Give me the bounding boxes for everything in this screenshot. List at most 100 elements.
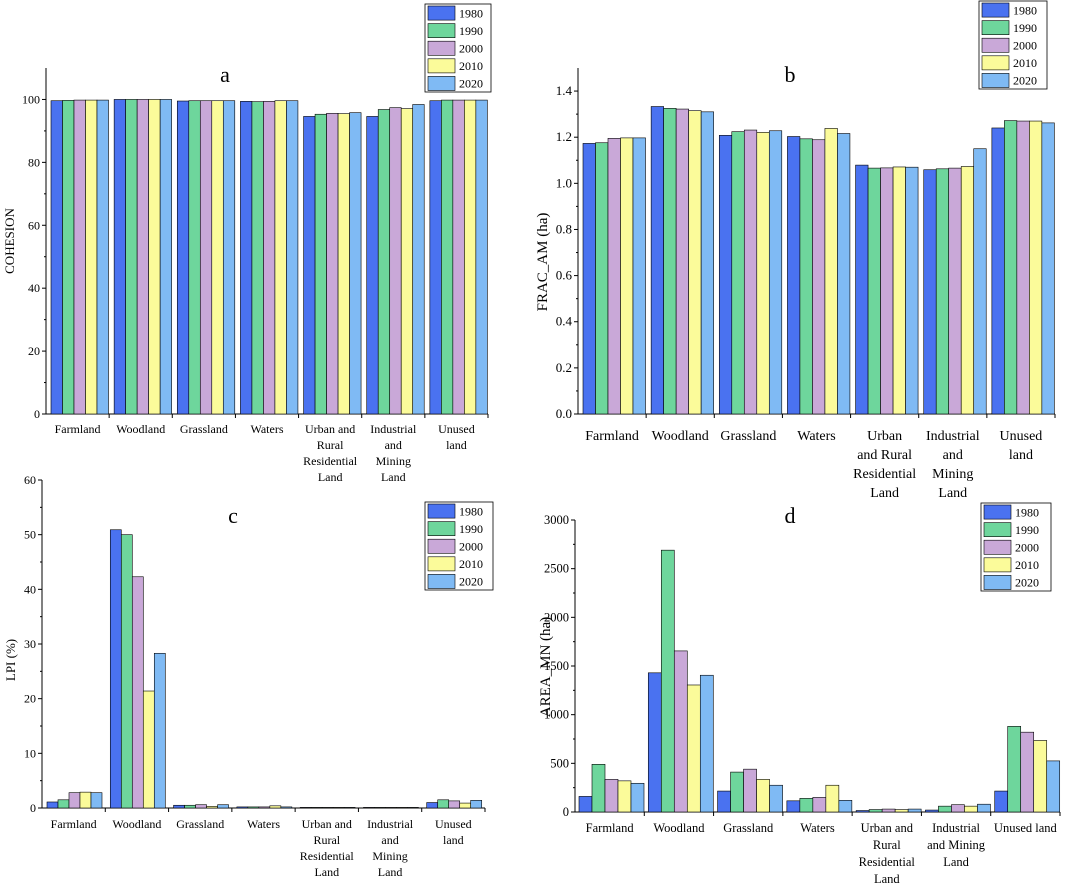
x-tick-label: Grassland — [723, 821, 774, 835]
legend-swatch-2000 — [427, 40, 456, 56]
bar-2010 — [464, 99, 477, 415]
y-tick-label: 20 — [24, 692, 36, 706]
bar-2000 — [812, 139, 826, 415]
bar-2020 — [1041, 122, 1055, 415]
panel-title: d — [785, 503, 796, 528]
bar-1980 — [176, 100, 190, 415]
bar-2000 — [68, 792, 81, 809]
bar-1990 — [374, 807, 386, 809]
x-tick-label: Land — [314, 865, 339, 879]
bar-2010 — [400, 108, 414, 415]
x-tick-label: and — [381, 833, 398, 847]
bar-1990 — [731, 131, 745, 415]
bar-2020 — [343, 807, 356, 809]
bar-1990 — [591, 764, 606, 813]
x-tick-label: Land — [378, 865, 403, 879]
y-tick-label: 500 — [550, 756, 569, 770]
bar-2000 — [604, 779, 619, 813]
y-tick-label: 0.0 — [556, 406, 572, 421]
bar-2020 — [630, 782, 645, 813]
legend-swatch-2020 — [983, 575, 1012, 590]
bar-1980 — [923, 169, 937, 415]
bar-1980 — [303, 116, 316, 415]
y-tick-label: 40 — [24, 582, 36, 596]
bar-2020 — [349, 112, 362, 415]
legend-label-2020: 2020 — [1015, 576, 1039, 590]
bar-2010 — [396, 807, 408, 809]
legend-label-2000: 2000 — [1015, 541, 1039, 555]
bar-2000 — [136, 99, 149, 415]
legend-swatch-2010 — [427, 556, 456, 572]
legend-label-2010: 2010 — [1013, 56, 1037, 70]
bar-1980 — [426, 802, 439, 809]
bar-2000 — [948, 167, 962, 415]
bar-1980 — [113, 99, 126, 415]
y-tick-label: 0.2 — [556, 360, 572, 375]
bar-1990 — [57, 799, 70, 809]
bar-2020 — [90, 792, 103, 809]
bar-2010 — [825, 784, 840, 813]
bar-2000 — [812, 797, 827, 813]
bar-1990 — [437, 799, 450, 809]
x-tick-label: and Rural — [857, 448, 912, 463]
legend-swatch-1980 — [983, 504, 1012, 520]
bar-2010 — [459, 802, 472, 809]
bar-2020 — [977, 803, 991, 813]
bar-2000 — [452, 99, 465, 415]
x-tick-label: Grassland — [720, 429, 776, 444]
bar-1990 — [595, 142, 609, 415]
bar-1990 — [377, 109, 391, 415]
bar-2020 — [412, 104, 425, 415]
bar-2010 — [332, 807, 345, 809]
bar-1980 — [925, 809, 939, 813]
legend-swatch-2000 — [983, 539, 1012, 555]
bar-2020 — [470, 800, 483, 809]
bar-2020 — [768, 130, 783, 415]
y-axis-label: FRAC_AM (ha) — [535, 213, 551, 312]
bar-2000 — [881, 808, 896, 813]
bar-1990 — [441, 99, 454, 415]
bar-1990 — [310, 807, 323, 809]
legend-label-2000: 2000 — [459, 42, 483, 56]
bar-2000 — [607, 138, 621, 415]
bar-2000 — [199, 100, 213, 415]
bar-2020 — [700, 111, 714, 415]
bar-2020 — [407, 807, 419, 809]
legend-label-1980: 1980 — [459, 504, 483, 518]
x-tick-label: Land — [318, 470, 343, 484]
bar-2020 — [699, 674, 714, 813]
x-tick-label: Unused — [1000, 429, 1043, 444]
bar-2010 — [1029, 120, 1043, 415]
bar-2000 — [1016, 120, 1030, 415]
y-tick-label: 0 — [30, 801, 36, 815]
y-tick-label: 3000 — [544, 513, 569, 527]
bar-1980 — [578, 796, 593, 813]
bar-2010 — [756, 132, 770, 415]
y-tick-label: 40 — [28, 281, 40, 295]
bar-2020 — [475, 99, 488, 415]
bar-2010 — [148, 99, 161, 415]
bar-1990 — [867, 167, 881, 415]
legend-swatch-1990 — [427, 23, 456, 39]
x-tick-label: Woodland — [653, 821, 705, 835]
y-tick-label: 1.4 — [556, 83, 573, 98]
x-tick-label: Farmland — [51, 817, 97, 831]
y-tick-label: 50 — [24, 528, 36, 542]
bar-2010 — [617, 780, 632, 813]
bar-1990 — [868, 809, 883, 813]
bar-2000 — [131, 576, 144, 809]
bar-2020 — [905, 166, 919, 415]
bar-2010 — [688, 110, 702, 415]
x-tick-label: Land — [874, 872, 900, 884]
y-tick-label: 100 — [22, 92, 40, 106]
bar-1980 — [994, 790, 1009, 813]
bar-2000 — [743, 768, 757, 813]
bar-2020 — [837, 133, 851, 415]
x-tick-label: Residential — [303, 454, 358, 468]
x-tick-label: Land — [943, 855, 969, 869]
bar-2000 — [951, 804, 965, 813]
bar-1980 — [173, 804, 185, 809]
bar-2000 — [385, 807, 397, 809]
legend-swatch-2010 — [983, 557, 1012, 573]
x-tick-label: land — [443, 833, 464, 847]
